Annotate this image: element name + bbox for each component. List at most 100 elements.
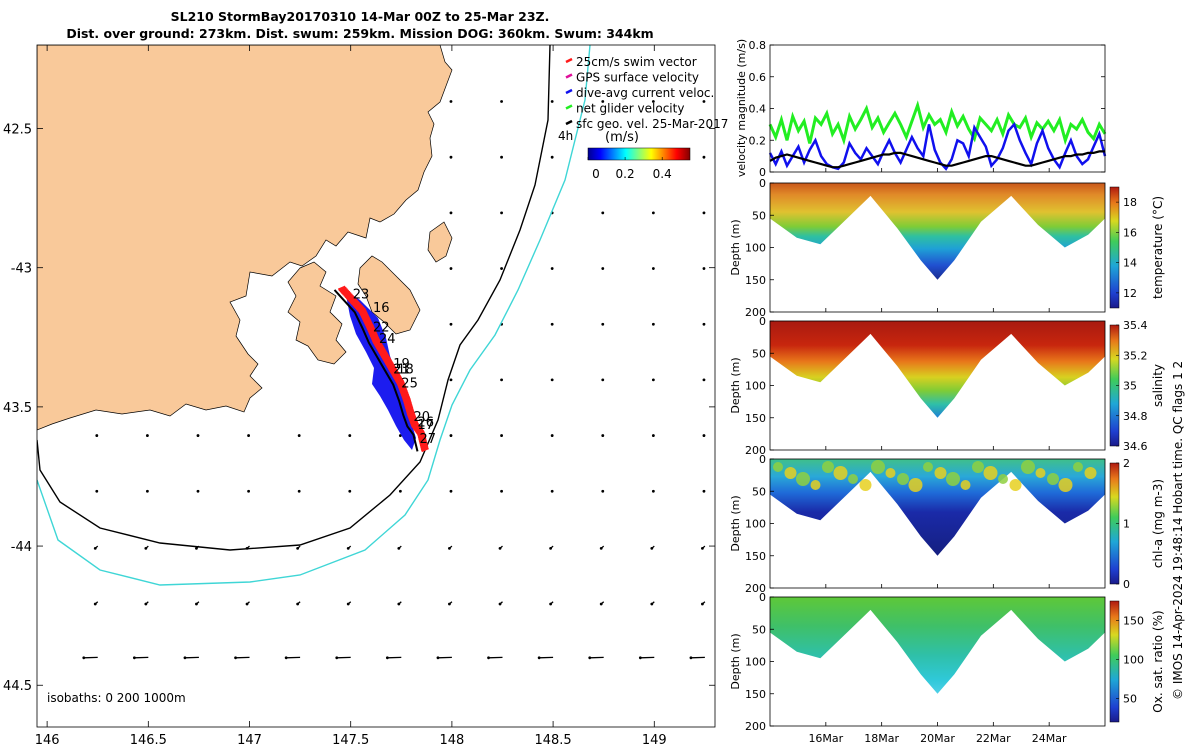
chl-patch bbox=[972, 461, 984, 473]
surface-arrow-head bbox=[245, 602, 249, 606]
chl-patch bbox=[998, 474, 1008, 484]
swim-vector bbox=[404, 403, 413, 410]
velocity-tick-label: 0 bbox=[759, 166, 766, 179]
day-label: 25 bbox=[401, 376, 418, 391]
swim-vector bbox=[403, 398, 412, 405]
legend-entry: sfc geo. vel. 25-Mar-2017 bbox=[576, 117, 728, 131]
swim-vector bbox=[418, 438, 427, 445]
swim-vector bbox=[383, 357, 392, 364]
surface-arrow-head bbox=[195, 602, 198, 606]
map-x-axis: 146 146.5 147 147.5 148 148.5 149 bbox=[35, 45, 667, 748]
surface-arrow-head bbox=[650, 602, 654, 606]
swim-vector bbox=[390, 369, 399, 376]
section-colorbar bbox=[1109, 600, 1120, 723]
chl-patch bbox=[822, 461, 834, 473]
day-label: 21 bbox=[393, 362, 410, 377]
day-label: 20 bbox=[413, 410, 430, 425]
land-peninsula bbox=[287, 261, 347, 365]
colorbar-tick-label: 0.4 bbox=[653, 167, 672, 181]
chl-patch bbox=[983, 466, 998, 480]
swim-vector bbox=[380, 352, 389, 359]
surface-arrow-head bbox=[651, 100, 655, 103]
surface-velocity-arrows bbox=[82, 100, 706, 660]
swim-vector bbox=[405, 405, 414, 412]
surface-arrow-head bbox=[550, 100, 554, 103]
surface-arrow-head bbox=[296, 546, 300, 550]
swim-vector bbox=[416, 430, 426, 437]
swim-vector bbox=[420, 444, 429, 451]
depth-tick-label: 0 bbox=[759, 453, 766, 466]
surface-arrow-head bbox=[449, 267, 453, 270]
depth-tick-label: 0 bbox=[759, 315, 766, 328]
surface-arrow-head bbox=[398, 489, 402, 493]
section-panel-oxygen: 0 50 100 150 200 Depth (m) 50 100 150 Ox. sat. ra… bbox=[729, 591, 1165, 733]
swim-vector bbox=[389, 367, 398, 374]
surface-arrow-head bbox=[500, 267, 503, 270]
surface-arrow-head bbox=[651, 322, 655, 326]
date-axis: 16Mar 18Mar 20Mar 22Mar 24Mar bbox=[808, 168, 1067, 745]
surface-arrow-head bbox=[82, 656, 86, 660]
day-label: 22 bbox=[373, 321, 390, 336]
surface-arrow-head bbox=[651, 378, 655, 382]
surface-arrow-head bbox=[601, 489, 605, 493]
depth-tick-label: 100 bbox=[745, 380, 766, 393]
surface-arrow-head bbox=[449, 322, 453, 326]
swim-vector bbox=[374, 341, 383, 348]
swim-vector bbox=[385, 360, 394, 367]
surface-arrow-head bbox=[601, 378, 605, 382]
surface-arrow-head bbox=[537, 656, 541, 660]
surface-arrow-head bbox=[296, 602, 300, 606]
surface-arrow-head bbox=[638, 656, 642, 660]
swim-vector bbox=[366, 326, 376, 332]
day-label: 26 bbox=[417, 415, 434, 430]
surface-arrow-head bbox=[448, 602, 451, 606]
surface-arrow-head bbox=[702, 322, 706, 326]
surface-arrow-head bbox=[436, 656, 440, 660]
surface-arrow-head bbox=[247, 489, 250, 493]
map-y-tick-label: 42.5 bbox=[3, 123, 32, 138]
land-tasmania bbox=[37, 45, 453, 431]
swim-vector bbox=[348, 296, 357, 303]
map-y-tick-label: 44.5 bbox=[3, 679, 32, 694]
swim-vector bbox=[370, 334, 379, 341]
date-tick-label: 22Mar bbox=[976, 732, 1011, 745]
velocity-tick-label: 0.2 bbox=[749, 134, 767, 147]
swim-vector bbox=[403, 400, 412, 407]
swim-vector bbox=[369, 331, 378, 337]
surface-arrow-head bbox=[234, 656, 237, 660]
legend-swatch bbox=[565, 104, 573, 110]
swim-vector bbox=[368, 329, 377, 336]
surface-arrow-head bbox=[550, 155, 554, 159]
map-x-tick-label: 149 bbox=[642, 733, 667, 748]
map-x-tick-label: 146.5 bbox=[130, 733, 167, 748]
colorbar-tick-label: 34.8 bbox=[1123, 410, 1148, 423]
annotation-4h: 4h bbox=[558, 129, 573, 143]
swim-vector bbox=[404, 401, 413, 408]
surface-arrow-head bbox=[701, 602, 704, 606]
geostrophic-velocity-line bbox=[769, 150, 1105, 169]
surface-arrow-head bbox=[335, 656, 339, 660]
depth-tick-label: 50 bbox=[752, 485, 766, 498]
date-tick-label: 18Mar bbox=[864, 732, 899, 745]
isobath-200 bbox=[37, 45, 551, 551]
surface-arrow-head bbox=[487, 656, 490, 660]
surface-arrow-head bbox=[196, 434, 200, 437]
depth-tick-label: 100 bbox=[745, 518, 766, 531]
map-x-tick-label: 147 bbox=[237, 733, 262, 748]
colorbar-label: Ox. sat. ratio (%) bbox=[1151, 610, 1165, 712]
date-tick-label: 20Mar bbox=[920, 732, 955, 745]
surface-arrow-head bbox=[651, 434, 655, 437]
surface-arrow-head bbox=[284, 656, 288, 660]
surface-arrow-head bbox=[651, 211, 655, 215]
swim-vector bbox=[352, 302, 362, 308]
swim-vector bbox=[341, 289, 350, 296]
colorbar-tick-label: 14 bbox=[1123, 257, 1137, 270]
surface-arrow-head bbox=[449, 100, 453, 103]
swim-vector bbox=[355, 304, 364, 311]
surface-arrow-head bbox=[183, 656, 187, 660]
swim-vector bbox=[372, 338, 381, 345]
surface-arrow-head bbox=[385, 656, 389, 660]
surface-arrow-head bbox=[449, 378, 453, 382]
surface-arrow-head bbox=[500, 489, 503, 493]
swim-vector bbox=[392, 372, 401, 379]
